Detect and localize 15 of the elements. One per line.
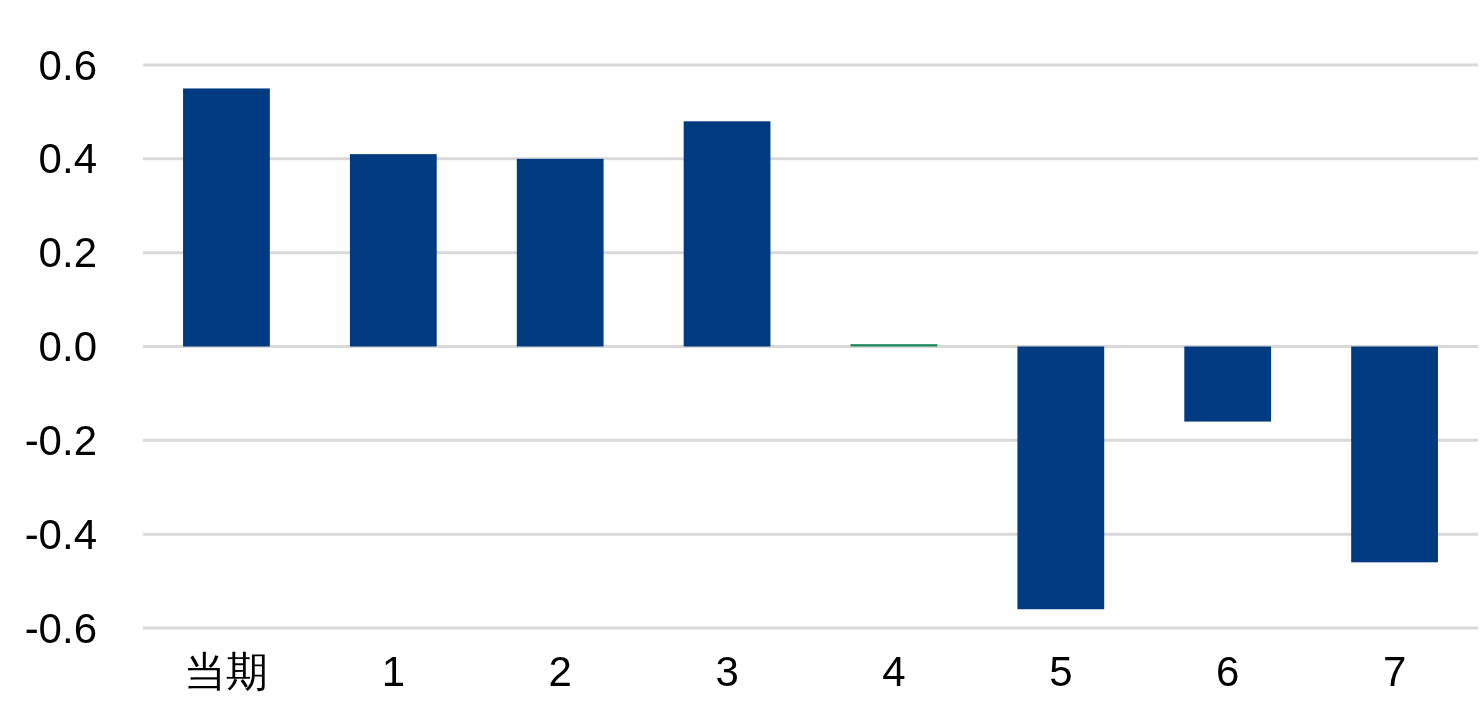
y-tick-label: -0.6 (24, 604, 97, 652)
x-tick-label: 当期 (184, 648, 269, 695)
x-tick-label: 4 (882, 648, 906, 695)
x-tick-label: 7 (1382, 648, 1407, 695)
y-tick-label: 0.0 (38, 323, 97, 370)
x-tick-label: 6 (1216, 648, 1240, 695)
y-tick-label: 0.2 (38, 229, 97, 277)
y-tick-label: -0.4 (24, 510, 97, 558)
x-tick-label: 1 (381, 648, 405, 695)
y-tick-label: -0.2 (24, 416, 97, 464)
y-tick-label: 0.4 (38, 135, 97, 183)
x-tick-label: 5 (1049, 648, 1073, 695)
y-tick-label: 0.6 (38, 41, 97, 89)
x-tick-label: 3 (715, 648, 739, 695)
x-tick-label: 2 (548, 648, 572, 695)
